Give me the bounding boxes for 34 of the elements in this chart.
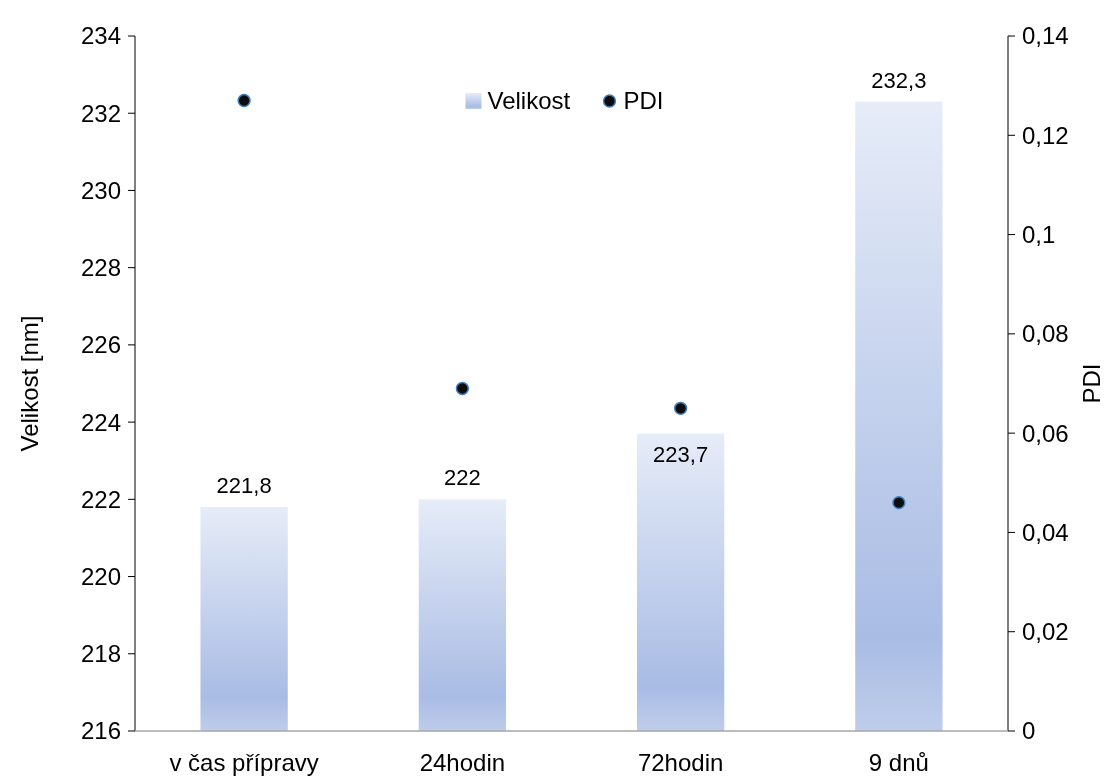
y2-tick-label: 0,02 <box>1022 618 1069 646</box>
y-tick-label: 218 <box>80 640 121 668</box>
y-tick-label: 224 <box>80 408 121 436</box>
data-label: 221,8 <box>216 473 272 499</box>
y2-tick-label: 0,04 <box>1022 518 1069 546</box>
y2-tick-label: 0,08 <box>1022 320 1069 348</box>
point <box>455 381 470 396</box>
y-tick-label: 222 <box>80 485 121 513</box>
x-tick-label: 72hodin <box>637 749 724 776</box>
y2-tick-label: 0 <box>1022 717 1036 745</box>
y-tick-label: 230 <box>80 176 121 204</box>
y-axis-title: Velikost [nm] <box>16 315 43 452</box>
point <box>673 401 688 415</box>
y2-axis-title: PDI <box>1078 363 1105 404</box>
data-label: 232,3 <box>871 67 927 93</box>
point <box>892 495 906 510</box>
y2-tick-label: 0,1 <box>1022 220 1056 248</box>
y2-tick-label: 0,12 <box>1022 121 1069 149</box>
point <box>237 93 251 108</box>
y2-tick-label: 0,14 <box>1022 22 1069 50</box>
legend-label: PDI <box>623 87 664 114</box>
y2-tick-label: 0,06 <box>1022 419 1069 447</box>
data-label: 222 <box>444 465 481 491</box>
x-tick-label: 9 dnů <box>868 749 929 776</box>
y-tick-label: 220 <box>80 562 121 590</box>
data-label: 223,7 <box>653 441 709 467</box>
x-tick-label: v čas přípravy <box>169 749 319 776</box>
y-tick-label: 232 <box>80 99 121 127</box>
legend-label: Velikost <box>487 87 571 114</box>
y-tick-label: 228 <box>80 254 121 282</box>
y-tick-label: 234 <box>80 22 121 50</box>
y-tick-label: 226 <box>80 331 121 359</box>
x-tick-label: 24hodin <box>419 749 506 776</box>
y-tick-label: 216 <box>80 717 121 745</box>
